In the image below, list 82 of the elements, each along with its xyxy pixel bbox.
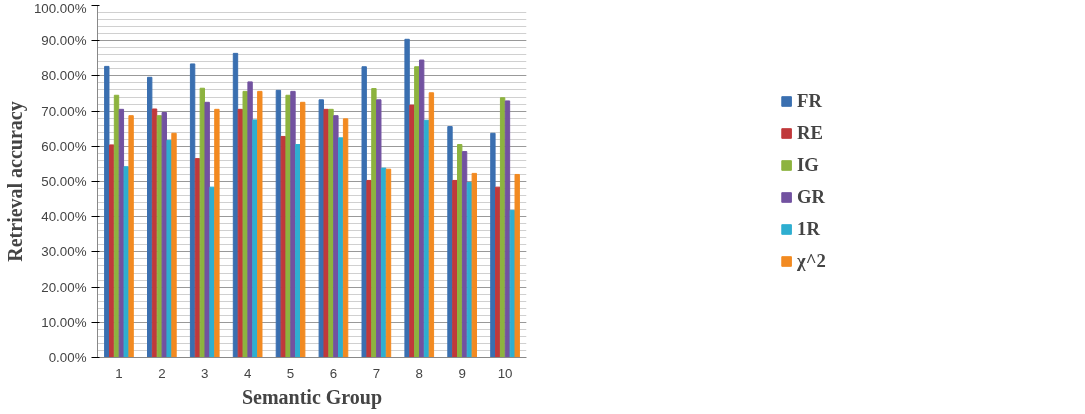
x-tick-label: 7: [372, 365, 381, 381]
x-tick-label: 9: [458, 365, 466, 381]
bar: [189, 63, 196, 358]
x-tick-label: 2: [158, 365, 166, 381]
bar: [318, 99, 324, 358]
y-tick-label: 20.00%: [41, 279, 87, 295]
bar: [371, 88, 377, 358]
bar: [113, 94, 120, 358]
bar: [342, 118, 349, 358]
bar: [504, 100, 511, 358]
bar: [499, 97, 506, 358]
bar: [385, 168, 392, 358]
bar: [128, 115, 134, 358]
bar: [461, 151, 468, 358]
bar: [108, 144, 115, 358]
x-axis-title: Semantic Group: [241, 385, 383, 409]
legend-label: GR: [797, 186, 826, 208]
x-tick-label: 6: [329, 365, 338, 381]
bar: [333, 115, 339, 358]
legend-label: IG: [797, 154, 819, 176]
bar: [295, 144, 301, 358]
bar: [151, 108, 158, 358]
bar: [214, 108, 220, 358]
bar: [147, 76, 153, 358]
bar: [414, 66, 420, 358]
x-tick-label: 8: [415, 365, 423, 381]
bar: [171, 132, 177, 358]
bar: [323, 108, 329, 358]
bar: [361, 66, 367, 358]
y-tick-label: 10.00%: [41, 314, 87, 330]
bar: [204, 101, 210, 358]
bar: [490, 132, 496, 358]
x-tick-label: 1: [115, 365, 123, 381]
bar: [404, 38, 410, 358]
y-axis-title: Retrieval accuracy: [3, 101, 27, 262]
bar: [123, 166, 129, 358]
x-tick-label: 10: [497, 365, 513, 381]
bar: [423, 119, 430, 358]
bar: [409, 104, 415, 358]
bar: [247, 81, 253, 358]
bar: [457, 144, 463, 358]
legend-label: FR: [797, 90, 822, 112]
bar: [418, 59, 425, 358]
bar: [166, 139, 172, 358]
bar: [495, 186, 501, 358]
bar: [209, 186, 215, 358]
legend-label: χ^2: [797, 250, 826, 272]
y-tick-label: 80.00%: [41, 68, 87, 84]
y-tick-label: 0.00%: [48, 350, 87, 365]
y-tick-label: 60.00%: [41, 138, 87, 154]
bar: [290, 90, 296, 358]
y-tick-label: 70.00%: [41, 103, 87, 119]
bar: [242, 90, 248, 358]
y-tick-label: 30.00%: [41, 244, 87, 260]
bar: [280, 135, 286, 358]
legend-label: RE: [797, 122, 824, 144]
bar: [376, 99, 382, 358]
x-tick-label: 4: [243, 365, 252, 381]
bar: [471, 172, 477, 358]
bar: [300, 101, 306, 358]
bar: [257, 90, 263, 358]
y-tick-label: 100.00%: [33, 0, 87, 16]
bar: [104, 65, 110, 358]
bar: [428, 92, 435, 358]
legend-label: 1R: [797, 218, 820, 240]
bar: [285, 94, 291, 358]
y-tick-label: 40.00%: [41, 209, 87, 225]
bar: [161, 112, 167, 358]
bar: [199, 87, 206, 358]
bar: [514, 173, 520, 358]
bar: [380, 167, 387, 358]
bar: [366, 179, 372, 358]
bar: [452, 179, 458, 358]
bar: [252, 119, 258, 358]
bar: [328, 108, 334, 358]
x-tick-label: 5: [286, 365, 295, 381]
bar: [338, 137, 344, 358]
y-tick-label: 50.00%: [41, 174, 87, 189]
y-tick-label: 90.00%: [41, 33, 87, 49]
bar: [447, 126, 453, 358]
bar: [232, 52, 239, 358]
x-tick-label: 3: [201, 365, 209, 381]
